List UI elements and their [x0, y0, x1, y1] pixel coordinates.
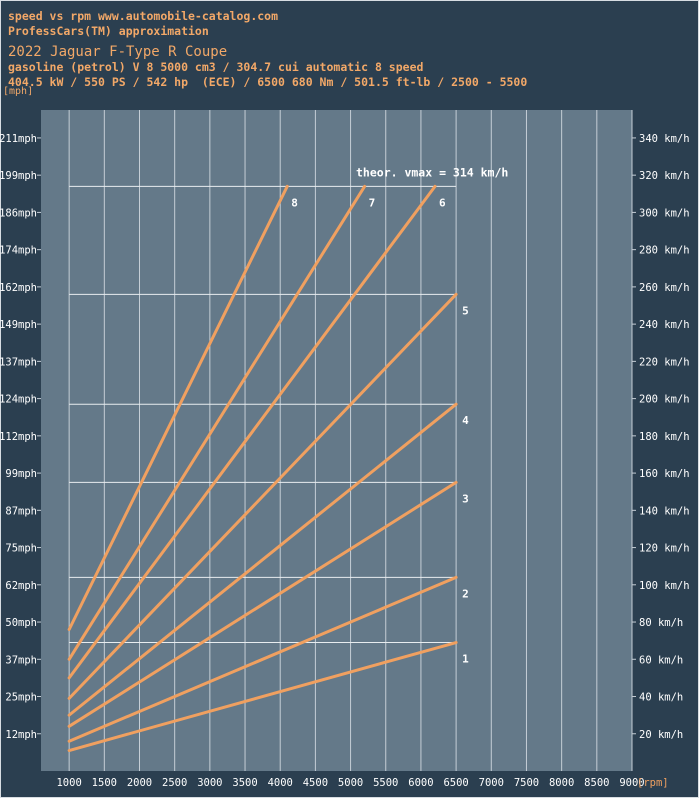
y-tick-label-mph: 186mph	[0, 207, 37, 219]
gear-label-8: 8	[291, 196, 298, 209]
y-tick-label-mph: 50mph	[5, 617, 37, 629]
engine-line: gasoline (petrol) V 8 5000 cm3 / 304.7 c…	[8, 60, 424, 74]
vmax-annotation: theor. vmax = 314 km/h	[356, 165, 508, 179]
y-tick-label-mph: 87mph	[5, 505, 37, 517]
y-tick-label-kmh: 120 km/h	[639, 543, 690, 555]
y-tick-label-kmh: 300 km/h	[639, 207, 690, 219]
y-tick-label-mph: 174mph	[0, 245, 37, 257]
gear-label-6: 6	[439, 196, 446, 209]
gear-line-3	[67, 480, 458, 728]
x-tick-label: 7000	[479, 777, 504, 789]
x-tick-label: 6000	[408, 777, 433, 789]
y-tick-label-kmh: 100 km/h	[639, 580, 690, 592]
gear-line-1	[67, 641, 458, 753]
gear-label-4: 4	[462, 414, 469, 427]
y-tick-label-kmh: 320 km/h	[639, 170, 690, 182]
page-title: 2022 Jaguar F-Type R Coupe	[8, 44, 228, 60]
gear-line-4	[67, 402, 458, 717]
y-tick-label-mph: 25mph	[5, 692, 37, 704]
y-tick-label-mph: 162mph	[0, 282, 37, 294]
x-tick-label: 8500	[584, 777, 609, 789]
power-line: 404.5 kW / 550 PS / 542 hp (ECE) / 6500 …	[8, 75, 528, 89]
y-tick-label-mph: 137mph	[0, 356, 37, 368]
y-tick-label-kmh: 140 km/h	[639, 505, 690, 517]
x-tick-label: 5500	[373, 777, 398, 789]
y-tick-label-mph: 211mph	[0, 133, 37, 145]
y-tick-label-mph: 124mph	[0, 394, 37, 406]
y-tick-label-kmh: 340 km/h	[639, 133, 690, 145]
x-tick-label: 3500	[232, 777, 257, 789]
x-tick-label: 4000	[268, 777, 293, 789]
y-tick-label-kmh: 80 km/h	[639, 617, 683, 629]
y-tick-label-mph: 62mph	[5, 580, 37, 592]
source-line: speed vs rpm www.automobile-catalog.com	[8, 9, 279, 23]
y-tick-label-kmh: 180 km/h	[639, 431, 690, 443]
gear-line-7	[67, 184, 367, 661]
approximation-line: ProfessCars(TM) approximation	[8, 24, 209, 38]
x-tick-label: 6500	[443, 777, 468, 789]
gear-line-6	[67, 184, 437, 680]
x-tick-label: 9000	[619, 777, 644, 789]
x-axis-unit-label: [rpm]	[637, 777, 669, 789]
y-tick-label-kmh: 280 km/h	[639, 245, 690, 257]
y-tick-label-mph: 37mph	[5, 654, 37, 666]
y-tick-label-kmh: 160 km/h	[639, 468, 690, 480]
y-tick-label-mph: 12mph	[5, 729, 37, 741]
y-tick-label-kmh: 200 km/h	[639, 394, 690, 406]
gear-label-1: 1	[462, 653, 469, 666]
x-tick-label: 1000	[56, 777, 81, 789]
y-tick-label-kmh: 40 km/h	[639, 692, 683, 704]
x-tick-label: 4500	[303, 777, 328, 789]
y-tick-label-mph: 99mph	[5, 468, 37, 480]
gear-line-2	[67, 575, 458, 743]
x-tick-label: 2000	[127, 777, 152, 789]
y-tick-label-kmh: 20 km/h	[639, 729, 683, 741]
y-tick-label-kmh: 260 km/h	[639, 282, 690, 294]
gear-label-2: 2	[462, 587, 469, 600]
gear-line-8	[67, 184, 289, 631]
gear-label-3: 3	[462, 492, 469, 505]
y-tick-label-kmh: 220 km/h	[639, 356, 690, 368]
gear-label-7: 7	[369, 196, 376, 209]
y-tick-label-kmh: 60 km/h	[639, 654, 683, 666]
y-tick-label-mph: 112mph	[0, 431, 37, 443]
x-tick-label: 5000	[338, 777, 363, 789]
y-tick-label-mph: 199mph	[0, 170, 37, 182]
x-tick-label: 3000	[197, 777, 222, 789]
x-tick-label: 7500	[514, 777, 539, 789]
x-tick-label: 1500	[92, 777, 117, 789]
y-tick-label-kmh: 240 km/h	[639, 319, 690, 331]
gear-line-5	[67, 292, 458, 700]
y-axis-unit-label: [mph]	[3, 86, 34, 97]
plot-area	[41, 110, 632, 771]
gear-label-5: 5	[462, 304, 469, 317]
x-tick-label: 8000	[549, 777, 574, 789]
x-tick-label: 2500	[162, 777, 187, 789]
y-tick-label-mph: 149mph	[0, 319, 37, 331]
y-tick-label-mph: 75mph	[5, 543, 37, 555]
